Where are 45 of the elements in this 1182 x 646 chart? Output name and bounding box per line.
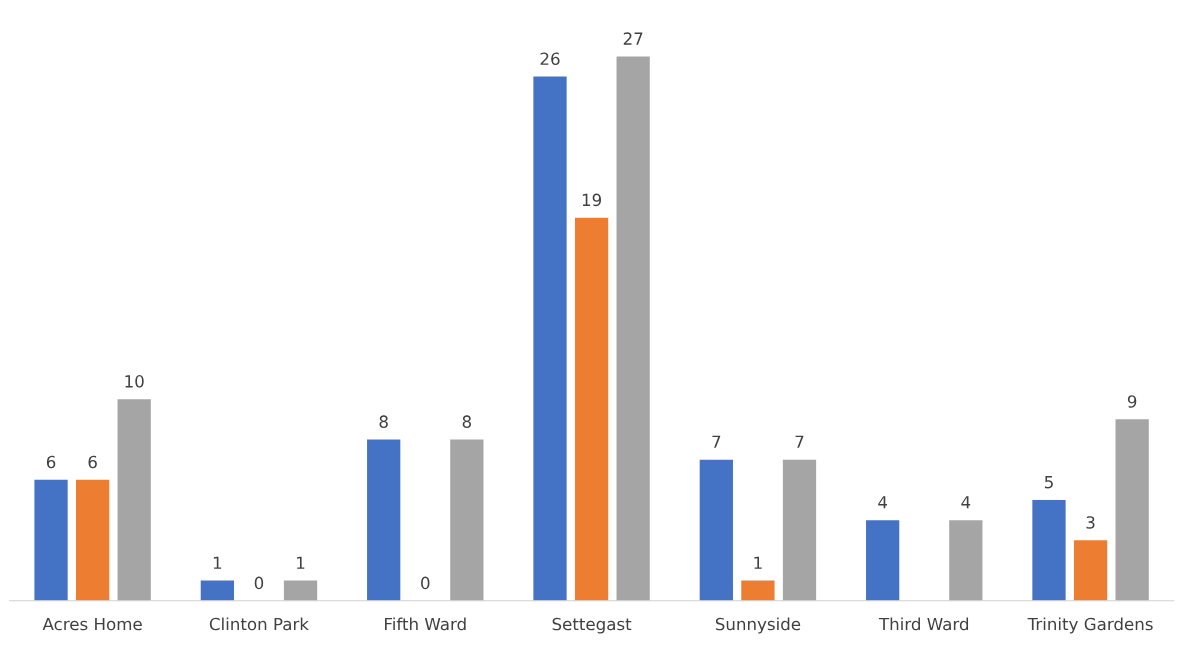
data-label: 9: [1127, 395, 1137, 408]
data-label: 10: [125, 375, 144, 388]
data-label: 6: [88, 455, 97, 469]
x-tick-label: Fifth Ward: [385, 617, 466, 631]
bar: [741, 580, 775, 601]
data-label: 4: [961, 496, 971, 509]
data-label: 7: [795, 435, 804, 448]
x-tick-label: Acres Home: [42, 617, 142, 631]
x-tick-label: Settegast: [552, 617, 632, 634]
bar: [75, 479, 110, 601]
bar: [200, 580, 234, 601]
data-label: 3: [1086, 516, 1095, 529]
data-label: 1: [754, 556, 762, 569]
x-tick-label: Trinity Gardens: [1027, 617, 1153, 634]
bar: [34, 479, 68, 601]
data-label: 27: [623, 32, 643, 45]
bar: [367, 439, 401, 601]
data-label: 1: [213, 556, 222, 569]
data-label: 5: [1044, 476, 1053, 489]
data-label: 19: [582, 193, 602, 207]
bar: [699, 459, 733, 601]
data-label: 4: [878, 496, 888, 509]
bar: [616, 56, 650, 601]
bar: [533, 76, 567, 601]
data-label: 6: [46, 455, 56, 469]
bar: [283, 580, 318, 601]
data-label: 7: [712, 435, 721, 448]
bar: [782, 459, 817, 601]
x-tick-label: Clinton Park: [209, 617, 309, 631]
bar: [1032, 499, 1066, 601]
data-label: 26: [540, 52, 560, 66]
bar: [1073, 540, 1108, 601]
data-label: 1: [297, 556, 305, 569]
x-tick-label: Sunnyside: [715, 617, 801, 634]
data-label: 0: [254, 576, 264, 590]
data-label: 8: [379, 415, 388, 428]
bar: [1115, 419, 1149, 601]
bar: [117, 399, 151, 601]
x-tick-label: Third Ward: [878, 617, 969, 631]
bar: [450, 439, 484, 601]
bar: [866, 520, 900, 601]
bar: [574, 217, 609, 601]
data-label: 8: [462, 415, 472, 428]
bar: [949, 520, 983, 601]
data-label: 0: [421, 576, 430, 590]
